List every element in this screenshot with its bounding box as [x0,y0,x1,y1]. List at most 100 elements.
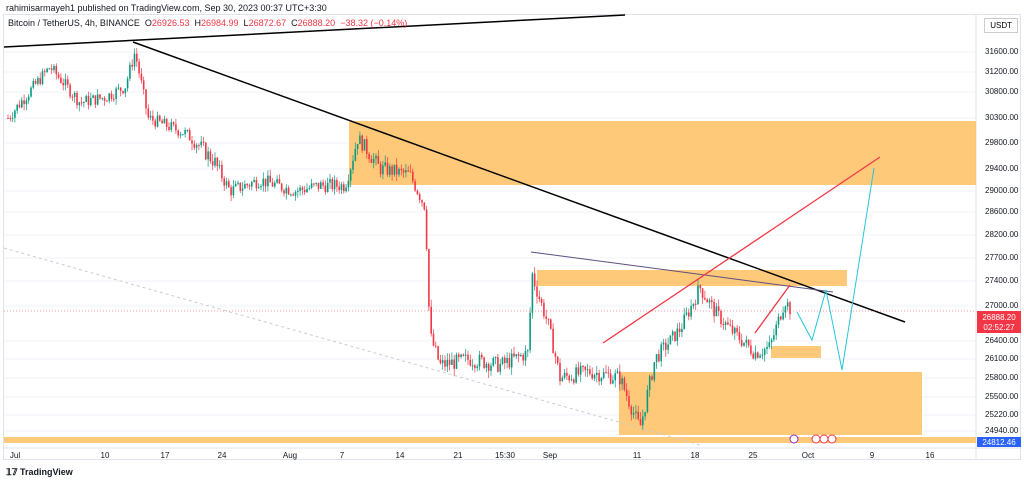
candle-body [343,184,345,192]
candle-body [630,406,633,415]
economic-event-icon [827,434,837,444]
bottom-zone [4,437,976,443]
candle-body [216,157,219,167]
candle-body [446,359,449,367]
candle-body [133,53,136,67]
candle-body [129,64,131,79]
event-icon [789,434,799,444]
candle-body [722,324,725,326]
candle-body [412,171,414,182]
candle-body [678,328,681,332]
candle-body [646,390,649,412]
candle-body [290,194,292,196]
candle-body [9,118,12,120]
candle-body [697,285,699,305]
candle-body [782,312,784,320]
candle-body [322,182,324,186]
marker-price-badge [977,437,1021,447]
candle-body [492,358,495,366]
candle-body [382,165,384,175]
candle-body [598,372,600,382]
candle-body [596,372,598,375]
candle-body [570,379,573,381]
candle-body [71,96,74,98]
candle-body [715,306,718,317]
candle-body [37,78,39,84]
candle-body [713,302,715,317]
candle-body [628,396,630,407]
candle-body [115,88,117,100]
candle-body [41,71,44,85]
candle-body [688,312,690,317]
candle-body [593,374,596,379]
candle-body [225,181,228,186]
price-tick: 26100.00 [985,354,1019,363]
candle-body [313,183,315,185]
candle-body [73,92,76,97]
symbol-name[interactable]: Bitcoin / TetherUS, 4h, BINANCE [8,18,140,28]
candle-body [750,345,752,354]
candle-body [205,142,207,160]
candle-body [458,354,460,357]
candle-body [552,328,554,354]
candle-body [727,322,729,325]
candle-body [32,80,35,88]
time-tick: 15:30 [495,451,516,460]
chart-area[interactable] [3,14,1021,460]
candle-body [347,180,350,188]
time-tick: 10 [101,451,110,460]
open-label: O [144,18,152,28]
candle-body [255,179,258,189]
candle-body [398,168,400,175]
candle-body [308,187,311,189]
candle-body [701,288,704,298]
candle-body [262,178,265,186]
candle-body [462,354,465,356]
dashed-trendline [3,247,701,446]
red-trendline [602,156,881,344]
candle-body [352,160,354,170]
candle-body [734,327,736,334]
candle-body [724,322,727,325]
candle-body [497,357,499,372]
economic-event-icon [819,434,829,444]
candle-body [170,122,173,130]
candle-body [789,302,791,315]
candle-body [543,302,545,317]
candle-body [94,95,97,105]
trendline-top [3,14,626,48]
candle-body [287,187,290,195]
candle-body [108,93,110,101]
candle-body [780,316,782,320]
candle-body [251,182,253,187]
candle-body [377,155,380,164]
candle-body [460,354,462,357]
candle-body [651,376,653,380]
candle-body [515,354,518,357]
currency-button[interactable]: USDT [984,18,1018,33]
candle-body [230,187,232,196]
candle-body [345,187,347,192]
price-tick: 28200.00 [985,230,1019,239]
price-tick: 25220.00 [985,410,1019,419]
candle-body [76,92,78,106]
candle-body [421,199,423,203]
candle-body [706,299,708,303]
candle-body [274,182,276,187]
time-tick: Aug [283,451,297,460]
candle-body [644,411,646,417]
time-tick: 9 [870,451,875,460]
publish-info: rahimisarmayeh1 published on TradingView… [6,3,327,13]
candle-body [662,342,665,345]
candle-body [545,316,547,319]
candle-body [234,183,237,187]
candle-body [469,359,472,366]
candle-body [145,89,147,109]
candle-body [361,135,363,151]
candle-body [50,68,53,71]
candle-body [425,209,428,250]
tradingview-logo[interactable]: 𝟙𝟟 TradingView [6,467,73,478]
candle-body [467,354,469,360]
candle-body [267,175,269,187]
